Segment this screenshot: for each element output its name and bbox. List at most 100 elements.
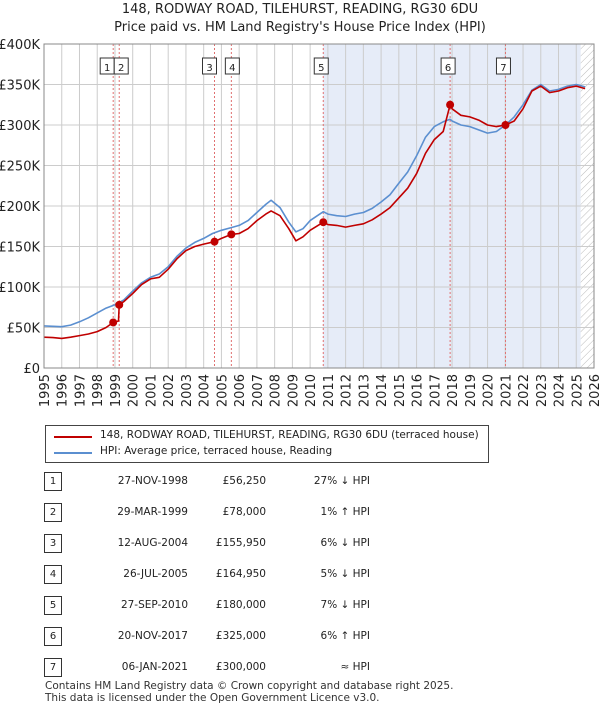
row-hpi-relation: 5% ↓ HPI <box>320 568 370 580</box>
transaction-label: 2 <box>118 63 124 74</box>
row-number-badge: 1 <box>44 472 62 491</box>
legend-label-price: 148, RODWAY ROAD, TILEHURST, READING, RG… <box>100 429 479 441</box>
row-price: £180,000 <box>215 599 266 611</box>
x-tick-label: 2010 <box>304 374 319 407</box>
transaction-label: 6 <box>445 63 451 74</box>
transaction-point <box>501 121 510 129</box>
row-price: £78,000 <box>222 506 266 518</box>
row-number-badge: 6 <box>44 627 62 646</box>
x-tick-label: 2001 <box>144 374 159 407</box>
row-hpi-relation: 6% ↓ HPI <box>320 537 370 549</box>
table-row: 7 06-JAN-2021 £300,000 ≈ HPI <box>44 658 384 678</box>
x-tick-label: 2025 <box>570 374 585 407</box>
table-row: 2 29-MAR-1999 £78,000 1% ↑ HPI <box>44 503 384 523</box>
table-row: 6 20-NOV-2017 £325,000 6% ↑ HPI <box>44 627 384 647</box>
x-tick-label: 2013 <box>357 374 372 407</box>
y-tick-label: £200K <box>0 200 40 215</box>
row-hpi-relation: ≈ HPI <box>340 661 370 673</box>
row-price: £300,000 <box>215 661 266 673</box>
table-row: 5 27-SEP-2010 £180,000 7% ↓ HPI <box>44 596 384 616</box>
chart-subtitle: Price paid vs. HM Land Registry's House … <box>114 20 486 35</box>
legend: 148, RODWAY ROAD, TILEHURST, READING, RG… <box>45 425 489 463</box>
y-tick-label: £0 <box>23 362 40 377</box>
row-date: 12-AUG-2004 <box>117 537 188 549</box>
x-tick-label: 2015 <box>393 374 408 407</box>
x-tick-label: 2011 <box>322 374 337 407</box>
x-tick-label: 1995 <box>38 374 53 407</box>
row-hpi-relation: 6% ↑ HPI <box>320 630 370 642</box>
y-tick-label: £50K <box>7 322 41 337</box>
row-number-badge: 3 <box>44 534 62 553</box>
row-date: 06-JAN-2021 <box>121 661 188 673</box>
transaction-point <box>446 100 455 109</box>
row-date: 27-SEP-2010 <box>120 599 188 611</box>
x-tick-label: 2003 <box>180 374 195 407</box>
row-date: 26-JUL-2005 <box>123 568 188 580</box>
x-tick-label: 2020 <box>482 374 497 407</box>
row-number-badge: 5 <box>44 596 62 615</box>
x-tick-label: 2006 <box>233 374 248 407</box>
table-row: 3 12-AUG-2004 £155,950 6% ↓ HPI <box>44 534 384 554</box>
y-tick-label: £100K <box>0 281 40 296</box>
x-tick-label: 2009 <box>286 374 301 407</box>
legend-swatch-hpi <box>54 452 92 454</box>
transaction-label: 7 <box>500 63 506 74</box>
x-tick-label: 1998 <box>91 374 106 407</box>
transaction-label: 3 <box>206 63 212 74</box>
transaction-point <box>109 318 118 327</box>
transaction-label-box <box>313 57 329 75</box>
x-tick-label: 2019 <box>464 374 479 407</box>
row-hpi-relation: 27% ↓ HPI <box>313 475 370 487</box>
transaction-label-box <box>113 57 129 75</box>
x-tick-label: 1997 <box>73 374 88 407</box>
row-hpi-relation: 1% ↑ HPI <box>320 506 370 518</box>
y-tick-label: £250K <box>0 160 40 175</box>
table-row: 1 27-NOV-1998 £56,250 27% ↓ HPI <box>44 472 384 492</box>
row-date: 20-NOV-2017 <box>117 630 188 642</box>
transaction-point <box>210 237 219 246</box>
x-tick-label: 2026 <box>588 374 600 407</box>
transaction-label-box <box>495 57 511 75</box>
row-price: £56,250 <box>222 475 266 487</box>
table-row: 4 26-JUL-2005 £164,950 5% ↓ HPI <box>44 565 384 585</box>
x-tick-label: 1999 <box>109 374 124 407</box>
transaction-point <box>319 218 328 227</box>
x-tick-label: 2024 <box>553 374 568 407</box>
row-hpi-relation: 7% ↓ HPI <box>320 599 370 611</box>
x-tick-label: 2012 <box>340 374 355 407</box>
plot-frame <box>43 43 595 369</box>
x-tick-label: 2022 <box>517 374 532 407</box>
transaction-point <box>227 230 236 239</box>
x-tick-label: 2021 <box>499 374 514 407</box>
row-date: 29-MAR-1999 <box>117 506 188 518</box>
x-tick-label: 2005 <box>215 374 230 407</box>
y-tick-label: £350K <box>0 79 40 94</box>
x-tick-label: 2007 <box>251 374 266 407</box>
row-date: 27-NOV-1998 <box>117 475 188 487</box>
x-tick-label: 2017 <box>428 374 443 407</box>
x-tick-label: 2014 <box>375 374 390 407</box>
x-tick-label: 2023 <box>535 374 550 407</box>
row-price: £325,000 <box>215 630 266 642</box>
x-tick-label: 2016 <box>411 374 426 407</box>
row-price: £164,950 <box>215 568 266 580</box>
chart-title: 148, RODWAY ROAD, TILEHURST, READING, RG… <box>121 2 479 17</box>
row-number-badge: 2 <box>44 503 62 522</box>
transaction-point <box>115 300 124 309</box>
y-tick-label: £150K <box>0 241 40 256</box>
transaction-label: 4 <box>229 63 235 74</box>
transaction-label-box <box>440 57 456 75</box>
legend-swatch-price <box>54 436 92 438</box>
row-number-badge: 7 <box>44 658 62 677</box>
row-price: £155,950 <box>215 537 266 549</box>
x-tick-label: 2000 <box>127 374 142 407</box>
hpi-line <box>43 83 586 328</box>
y-tick-label: £400K <box>0 38 40 53</box>
legend-label-hpi: HPI: Average price, terraced house, Read… <box>100 445 333 457</box>
transaction-label: 5 <box>318 63 324 74</box>
y-tick-label: £300K <box>0 119 40 134</box>
footer-licence: This data is licensed under the Open Gov… <box>45 692 380 704</box>
footer-copyright: Contains HM Land Registry data © Crown c… <box>45 680 454 692</box>
x-tick-label: 2002 <box>162 374 177 407</box>
